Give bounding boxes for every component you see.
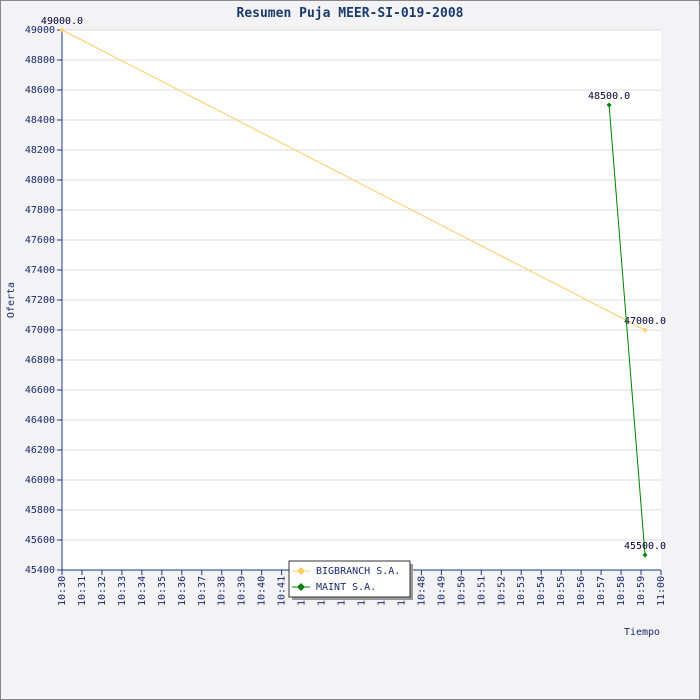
legend-label: BIGBRANCH S.A. (316, 566, 400, 577)
data-label: 48500.0 (588, 91, 630, 102)
legend-label: MAINT S.A. (316, 582, 376, 593)
x-tick-label: 10:52 (496, 576, 507, 606)
x-tick-label: 10:59 (636, 576, 647, 606)
y-tick-label: 47400 (25, 265, 55, 276)
y-tick-label: 46800 (25, 355, 55, 366)
y-tick-label: 46000 (25, 475, 55, 486)
data-label: 49000.0 (41, 16, 83, 27)
x-tick-label: 10:35 (157, 576, 168, 606)
y-tick-label: 48000 (25, 175, 55, 186)
y-tick-label: 48200 (25, 145, 55, 156)
x-tick-label: 10:31 (77, 576, 88, 606)
x-tick-label: 10:50 (456, 576, 467, 606)
y-tick-label: 46200 (25, 445, 55, 456)
x-tick-label: 10:37 (197, 576, 208, 606)
y-tick-label: 47200 (25, 295, 55, 306)
x-tick-label: 10:33 (117, 576, 128, 606)
x-tick-label: 10:55 (556, 576, 567, 606)
x-tick-label: 10:30 (57, 576, 68, 606)
x-tick-label: 10:56 (576, 576, 587, 606)
y-tick-label: 45400 (25, 565, 55, 576)
legend: BIGBRANCH S.A. MAINT S.A. (288, 560, 413, 600)
x-tick-label: 10:57 (596, 576, 607, 606)
y-tick-label: 45800 (25, 505, 55, 516)
x-tick-label: 10:49 (436, 576, 447, 606)
point (642, 327, 648, 333)
y-tick-label: 47000 (25, 325, 55, 336)
legend-marker (297, 583, 305, 591)
y-tick-label: 46600 (25, 385, 55, 396)
x-tick-label: 10:48 (416, 576, 427, 606)
point (606, 102, 612, 108)
y-tick-label: 48600 (25, 85, 55, 96)
y-tick-label: 47800 (25, 205, 55, 216)
x-tick-label: 10:32 (97, 576, 108, 606)
x-tick-label: 10:54 (536, 576, 547, 606)
legend-box (288, 560, 411, 598)
y-tick-label: 47600 (25, 235, 55, 246)
legend-marker (297, 567, 305, 575)
x-tick-label: 10:38 (217, 576, 228, 606)
x-tick-label: 10:53 (516, 576, 527, 606)
x-tick-label: 10:41 (277, 576, 288, 606)
point (59, 27, 65, 33)
x-tick-label: 10:34 (137, 576, 148, 606)
x-tick-label: 10:36 (177, 576, 188, 606)
y-tick-label: 49000 (25, 25, 55, 36)
series-line (61, 29, 646, 331)
x-tick-label: 10:39 (237, 576, 248, 606)
x-tick-label: 11:00 (656, 576, 667, 606)
series-line (608, 104, 646, 556)
x-tick-label: 10:51 (476, 576, 487, 606)
data-label: 47000.0 (624, 316, 666, 327)
y-tick-label: 45600 (25, 535, 55, 546)
y-tick-label: 46400 (25, 415, 55, 426)
y-tick-label: 48800 (25, 55, 55, 66)
y-tick-label: 48400 (25, 115, 55, 126)
point (642, 552, 648, 558)
data-label: 45500.0 (624, 541, 666, 552)
x-tick-label: 10:58 (616, 576, 627, 606)
x-tick-label: 10:40 (257, 576, 268, 606)
chart-title: Resumen Puja MEER-SI-019-2008 (237, 6, 464, 21)
y-axis-label: Oferta (6, 282, 17, 318)
x-axis-label: Tiempo (624, 627, 660, 638)
